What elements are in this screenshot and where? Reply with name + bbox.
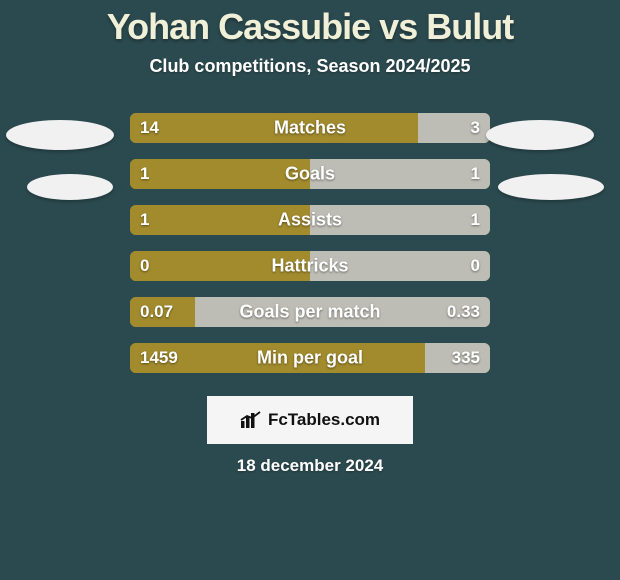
stat-bar bbox=[130, 113, 490, 143]
stat-bar-right bbox=[425, 343, 490, 373]
stat-bar bbox=[130, 251, 490, 281]
stat-bar-left bbox=[130, 343, 425, 373]
stat-bar-right bbox=[195, 297, 490, 327]
chart-icon bbox=[240, 411, 262, 429]
stat-bar-right bbox=[310, 251, 490, 281]
avatar-oval-1 bbox=[27, 174, 113, 200]
stat-row: Goals per match0.070.33 bbox=[0, 289, 620, 335]
avatar-oval-2 bbox=[486, 120, 594, 150]
stat-row: Assists11 bbox=[0, 197, 620, 243]
stat-bar bbox=[130, 205, 490, 235]
avatar-oval-0 bbox=[6, 120, 114, 150]
brand-label: FcTables.com bbox=[268, 410, 380, 430]
stat-bar bbox=[130, 159, 490, 189]
stat-bar-right bbox=[418, 113, 490, 143]
stat-row: Hattricks00 bbox=[0, 243, 620, 289]
stat-bar-left bbox=[130, 205, 310, 235]
page-title: Yohan Cassubie vs Bulut bbox=[0, 0, 620, 48]
stat-bar-left bbox=[130, 297, 195, 327]
avatar-oval-3 bbox=[498, 174, 604, 200]
stat-bar-left bbox=[130, 113, 418, 143]
brand-badge: FcTables.com bbox=[207, 396, 413, 444]
footer-date: 18 december 2024 bbox=[0, 456, 620, 476]
stat-bar-right bbox=[310, 205, 490, 235]
stat-bar bbox=[130, 343, 490, 373]
page-subtitle: Club competitions, Season 2024/2025 bbox=[0, 56, 620, 77]
stat-row: Min per goal1459335 bbox=[0, 335, 620, 381]
stat-bar bbox=[130, 297, 490, 327]
stat-bar-left bbox=[130, 251, 310, 281]
stat-bar-left bbox=[130, 159, 310, 189]
stat-bar-right bbox=[310, 159, 490, 189]
